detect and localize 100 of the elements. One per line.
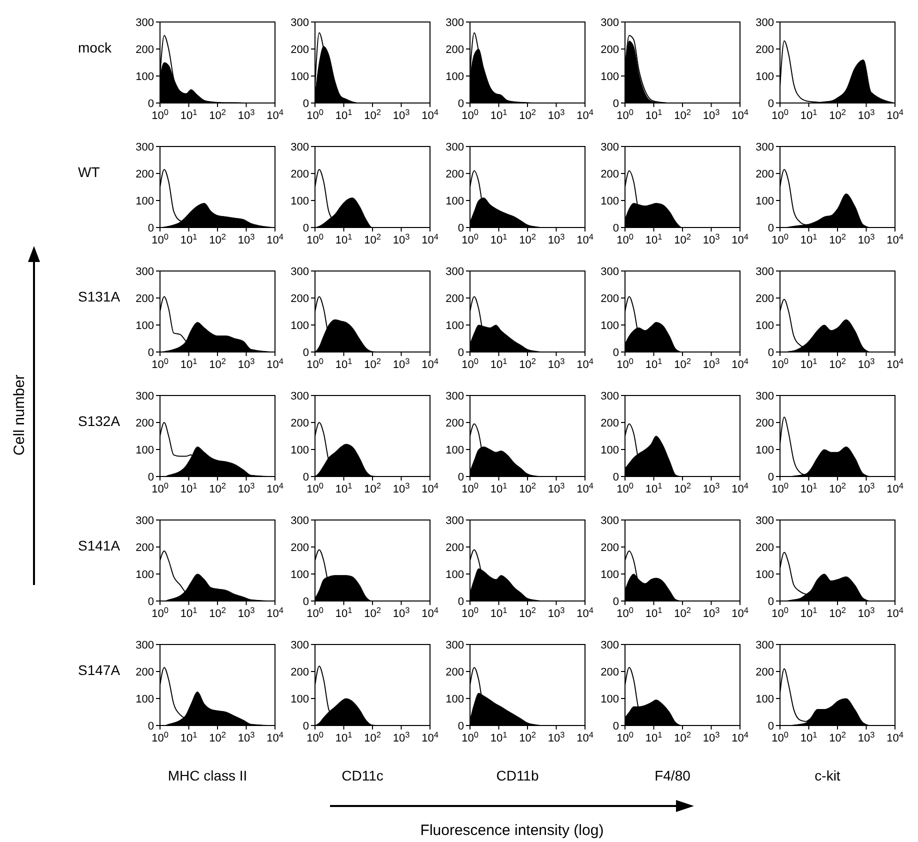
x-tick-label: 10$^{0}$ <box>306 232 324 246</box>
x-tick-label: 10$^{1}$ <box>645 730 663 744</box>
x-tick-label: 10$^{2}$ <box>364 356 382 371</box>
y-tick-label: 200 <box>136 292 154 305</box>
y-axis-title: WT <box>78 164 100 180</box>
y-tick-label: 0 <box>458 98 464 110</box>
y-tick-label: 100 <box>290 693 309 706</box>
y-tick-label: 0 <box>612 98 619 110</box>
x-tick-label: 10$^{2}$ <box>209 730 226 744</box>
y-tick-label: 200 <box>600 542 619 554</box>
x-tick-label: 10$^{2}$ <box>674 481 692 496</box>
y-tick-label: 300 <box>290 639 309 652</box>
x-tick-label: 10$^{2}$ <box>209 481 226 496</box>
x-tick-label: 10$^{2}$ <box>829 730 846 744</box>
y-tick-label: 300 <box>756 514 774 527</box>
x-tick-label: 10$^{1}$ <box>490 356 508 371</box>
y-tick-label: 300 <box>756 141 774 154</box>
x-tick-label: 10$^{4}$ <box>732 730 749 744</box>
x-tick-label: 10$^{2}$ <box>674 730 692 744</box>
x-tick-label: 10$^{1}$ <box>335 606 353 620</box>
x-tick-label: 10$^{2}$ <box>364 606 382 620</box>
x-tick-label: 10$^{4}$ <box>576 232 594 246</box>
y-tick-label: 200 <box>446 44 464 56</box>
y-tick-label: 300 <box>290 514 309 527</box>
x-tick-label: 10$^{1}$ <box>800 606 818 620</box>
y-tick-label: 0 <box>458 596 464 608</box>
y-tick-label: 0 <box>612 471 619 484</box>
y-tick-label: 100 <box>290 444 309 456</box>
x-tick-label: 10$^{0}$ <box>616 606 634 620</box>
y-tick-label: 100 <box>136 195 154 208</box>
x-tick-label: 10$^{1}$ <box>645 356 663 371</box>
x-tick-label: 10$^{2}$ <box>209 606 226 620</box>
x-tick-label: 10$^{0}$ <box>306 730 324 744</box>
x-tick-label: 10$^{1}$ <box>800 232 818 246</box>
y-tick-label: 0 <box>148 720 154 732</box>
x-tick-label: 10$^{1}$ <box>645 481 663 496</box>
x-axis-title: CD11b <box>496 768 539 784</box>
y-tick-label: 0 <box>458 222 464 234</box>
x-tick-label: 10$^{3}$ <box>702 356 720 371</box>
x-tick-label: 10$^{2}$ <box>829 232 846 246</box>
y-tick-label: 100 <box>756 568 774 581</box>
x-tick-label: 10$^{2}$ <box>209 108 226 122</box>
x-tick-label: 10$^{1}$ <box>490 730 508 744</box>
y-tick-label: 200 <box>136 542 154 554</box>
x-tick-label: 10$^{1}$ <box>490 232 508 246</box>
x-tick-label: 10$^{0}$ <box>462 481 479 496</box>
y-tick-label: 300 <box>136 390 154 402</box>
y-tick-label: 300 <box>446 266 464 278</box>
x-tick-label: 10$^{0}$ <box>306 356 324 371</box>
y-tick-label: 100 <box>600 568 619 581</box>
y-tick-label: 200 <box>600 292 619 305</box>
x-tick-label: 10$^{0}$ <box>772 481 789 496</box>
y-tick-label: 200 <box>756 417 774 430</box>
x-axis-title: F4/80 <box>654 768 691 784</box>
x-tick-label: 10$^{3}$ <box>858 356 876 371</box>
x-tick-label: 10$^{0}$ <box>616 232 634 246</box>
x-tick-label: 10$^{0}$ <box>772 730 789 744</box>
y-tick-label: 0 <box>612 720 619 732</box>
x-tick-label: 10$^{3}$ <box>238 232 256 246</box>
x-tick-label: 10$^{0}$ <box>462 606 479 620</box>
x-tick-label: 10$^{1}$ <box>490 481 508 496</box>
y-tick-label: 100 <box>290 320 309 332</box>
x-tick-label: 10$^{2}$ <box>364 481 382 496</box>
x-tick-label: 10$^{1}$ <box>335 730 353 744</box>
x-tick-label: 10$^{2}$ <box>209 356 226 371</box>
x-tick-label: 10$^{4}$ <box>422 232 439 246</box>
x-tick-label: 10$^{2}$ <box>519 108 536 122</box>
x-tick-label: 10$^{1}$ <box>180 481 198 496</box>
y-tick-label: 100 <box>756 444 774 456</box>
x-tick-label: 10$^{4}$ <box>886 108 904 122</box>
y-tick-label: 200 <box>136 417 154 430</box>
y-tick-label: 100 <box>446 320 464 332</box>
x-tick-label: 10$^{3}$ <box>238 108 256 122</box>
y-tick-label: 0 <box>768 98 774 110</box>
x-tick-label: 10$^{2}$ <box>674 232 692 246</box>
y-tick-label: 100 <box>446 444 464 456</box>
x-tick-label: 10$^{3}$ <box>548 730 566 744</box>
x-tick-label: 10$^{4}$ <box>422 730 439 744</box>
x-tick-label: 10$^{4}$ <box>886 481 904 496</box>
y-tick-label: 0 <box>148 471 154 484</box>
x-tick-label: 10$^{3}$ <box>392 481 410 496</box>
x-tick-label: 10$^{0}$ <box>152 730 169 744</box>
y-tick-label: 0 <box>768 596 774 608</box>
x-tick-label: 10$^{1}$ <box>490 606 508 620</box>
y-tick-label: 200 <box>600 417 619 430</box>
y-tick-label: 200 <box>756 168 774 180</box>
y-tick-label: 200 <box>290 542 309 554</box>
x-tick-label: 10$^{0}$ <box>306 108 324 122</box>
y-tick-label: 300 <box>756 639 774 652</box>
y-tick-label: 300 <box>446 141 464 154</box>
y-tick-label: 300 <box>136 639 154 652</box>
x-tick-label: 10$^{3}$ <box>858 606 876 620</box>
x-tick-label: 10$^{1}$ <box>645 232 663 246</box>
x-tick-label: 10$^{3}$ <box>548 481 566 496</box>
y-tick-label: 100 <box>756 320 774 332</box>
y-tick-label: 100 <box>136 693 154 706</box>
y-tick-label: 300 <box>756 390 774 402</box>
y-tick-label: 200 <box>600 44 619 56</box>
y-tick-label: 100 <box>600 693 619 706</box>
y-tick-label: 300 <box>446 514 464 527</box>
